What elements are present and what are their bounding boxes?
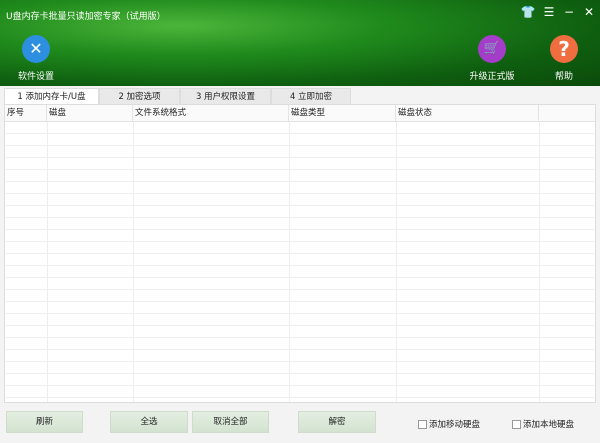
- column-divider: [47, 122, 48, 402]
- add-removable-disk-checkbox[interactable]: 添加移动硬盘: [418, 418, 480, 430]
- menu-icon[interactable]: ☰: [543, 5, 555, 19]
- tools-icon: ✕: [22, 35, 50, 63]
- tab-encrypt-now[interactable]: 4 立即加密: [271, 88, 351, 104]
- add-local-disk-checkbox[interactable]: 添加本地硬盘: [512, 418, 574, 430]
- checkbox-label: 添加本地硬盘: [523, 420, 575, 430]
- help-label: 帮助: [554, 72, 573, 82]
- col-extra: [539, 105, 595, 121]
- col-index[interactable]: 序号: [5, 105, 47, 121]
- help-icon: ?: [550, 35, 578, 63]
- refresh-button[interactable]: 刷新: [6, 411, 83, 433]
- col-disk[interactable]: 磁盘: [47, 105, 133, 121]
- skin-icon[interactable]: 👕: [520, 5, 536, 19]
- checkbox-box[interactable]: [418, 419, 427, 429]
- help-button[interactable]: ? 帮助: [534, 35, 594, 82]
- col-disk-status[interactable]: 磁盘状态: [396, 105, 539, 121]
- decrypt-button[interactable]: 解密: [298, 411, 376, 433]
- window-title: U盘内存卡批量只读加密专家（试用版）: [6, 12, 166, 22]
- column-divider: [133, 122, 134, 402]
- minimize-button[interactable]: −: [563, 5, 575, 19]
- col-disk-type[interactable]: 磁盘类型: [289, 105, 396, 121]
- select-all-button[interactable]: 全选: [110, 411, 188, 433]
- tab-user-permissions[interactable]: 3 用户权限设置: [180, 88, 271, 104]
- checkbox-box[interactable]: [512, 419, 521, 429]
- upgrade-button[interactable]: 🛒 升级正式版: [462, 35, 522, 82]
- tab-bar: 1 添加内存卡/U盘 2 加密选项 3 用户权限设置 4 立即加密: [4, 88, 351, 104]
- close-button[interactable]: ✕: [583, 5, 595, 19]
- column-divider: [539, 122, 540, 402]
- settings-button[interactable]: ✕ 软件设置: [6, 35, 66, 82]
- column-divider: [289, 122, 290, 402]
- tab-encrypt-options[interactable]: 2 加密选项: [99, 88, 180, 104]
- upgrade-label: 升级正式版: [469, 72, 515, 82]
- column-divider: [396, 122, 397, 402]
- col-filesystem[interactable]: 文件系统格式: [133, 105, 289, 121]
- deselect-all-button[interactable]: 取消全部: [192, 411, 269, 433]
- cart-icon: 🛒: [478, 35, 506, 63]
- settings-label: 软件设置: [17, 72, 54, 82]
- header-banner: U盘内存卡批量只读加密专家（试用版） 👕 ☰ − ✕ ✕ 软件设置 🛒 升级正式…: [0, 0, 600, 86]
- tab-add-card[interactable]: 1 添加内存卡/U盘: [4, 88, 99, 104]
- disk-table[interactable]: 序号 磁盘 文件系统格式 磁盘类型 磁盘状态: [4, 104, 596, 403]
- checkbox-label: 添加移动硬盘: [429, 420, 481, 430]
- table-header: 序号 磁盘 文件系统格式 磁盘类型 磁盘状态: [5, 105, 595, 122]
- table-body: [5, 122, 595, 402]
